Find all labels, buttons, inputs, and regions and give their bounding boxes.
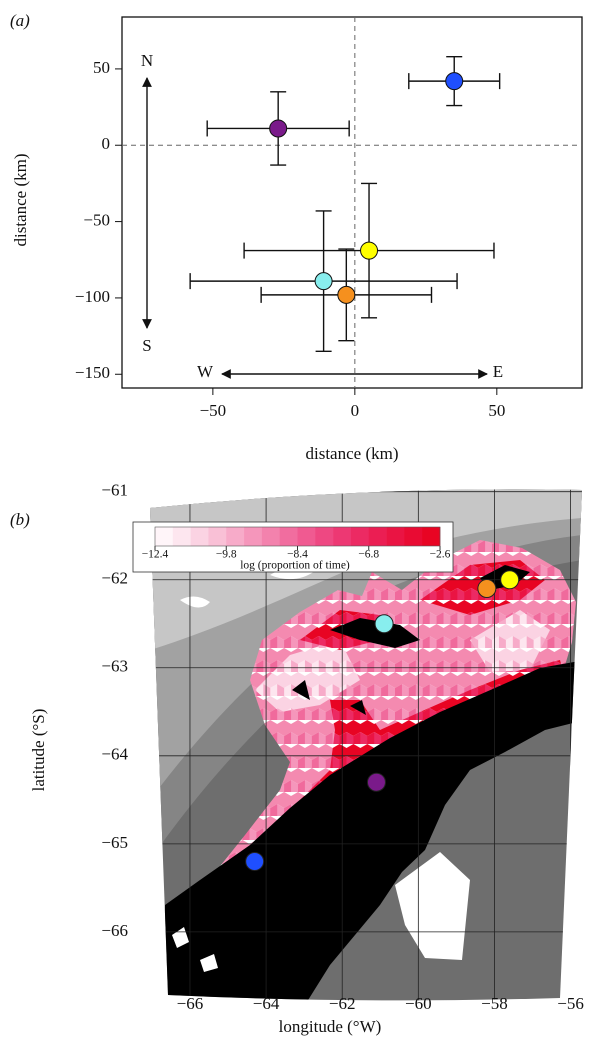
y-tick-label: −63 xyxy=(101,657,128,676)
x-axis-label: longitude (°W) xyxy=(279,1017,382,1036)
colorbar-swatch xyxy=(368,527,387,546)
compass-label: S xyxy=(142,336,151,355)
y-tick-label: −100 xyxy=(75,287,110,306)
colorbar-swatch xyxy=(422,527,441,546)
compass-label: W xyxy=(197,362,214,381)
compass-label: N xyxy=(141,51,153,70)
colorbar-swatch xyxy=(315,527,334,546)
location-point xyxy=(245,851,265,871)
x-tick-label: 50 xyxy=(488,401,505,420)
location-point xyxy=(477,579,497,599)
y-tick-label: 0 xyxy=(102,134,111,153)
x-tick-label: −50 xyxy=(200,401,227,420)
panel-b: (b) log (proportion of time) longitude (… xyxy=(10,481,584,1036)
colorbar-tick-label: −8.4 xyxy=(287,549,308,561)
point xyxy=(337,285,356,304)
colorbar-swatch xyxy=(297,527,316,546)
colorbar-swatch xyxy=(190,527,209,546)
location-point xyxy=(366,772,386,792)
y-tick-label: −65 xyxy=(101,833,128,852)
plot-frame xyxy=(121,16,583,389)
colorbar-tick-label: −9.8 xyxy=(216,549,237,561)
colorbar-swatch xyxy=(333,527,352,546)
panel-a: (a) distance (km) distance (km) −50 0 50 50… xyxy=(10,11,583,463)
colorbar-swatch xyxy=(404,527,423,546)
colorbar-swatch xyxy=(279,527,298,546)
y-tick-label: −50 xyxy=(83,210,110,229)
colorbar-tick-label: −6.8 xyxy=(358,549,379,561)
y-tick-label: −62 xyxy=(101,569,128,588)
colorbar-swatch xyxy=(172,527,191,546)
y-tick-label: −64 xyxy=(101,745,128,764)
island xyxy=(292,565,530,715)
compass-label: E xyxy=(493,362,503,381)
density-area-low xyxy=(255,610,550,712)
location-point xyxy=(500,570,520,590)
x-tick-label: −62 xyxy=(329,994,356,1013)
y-tick-label: −66 xyxy=(101,921,128,940)
point xyxy=(314,272,333,291)
x-tick-label: −56 xyxy=(557,994,584,1013)
x-tick-label: −58 xyxy=(481,994,508,1013)
panel-label: (b) xyxy=(10,510,30,529)
y-axis-label: latitude (°S) xyxy=(29,709,48,792)
location-point xyxy=(374,614,394,634)
point xyxy=(360,241,379,260)
x-tick-label: −60 xyxy=(405,994,432,1013)
colorbar-tick-label: −2.6 xyxy=(430,549,451,561)
colorbar-swatch xyxy=(226,527,245,546)
y-axis-label: distance (km) xyxy=(11,154,30,247)
colorbar-swatch xyxy=(350,527,370,546)
colorbar-swatch xyxy=(208,527,227,546)
x-tick-label: −64 xyxy=(253,994,280,1013)
colorbar-swatch xyxy=(261,527,280,546)
point xyxy=(269,119,288,138)
colorbar-tick-label: −12.4 xyxy=(142,549,169,561)
x-axis-label: distance (km) xyxy=(306,444,399,463)
point xyxy=(445,72,464,91)
colorbar-label: log (proportion of time) xyxy=(240,560,350,572)
y-tick-label: −61 xyxy=(101,481,128,500)
colorbar-swatch xyxy=(386,527,405,546)
x-tick-label: −66 xyxy=(177,994,204,1013)
y-tick-label: −150 xyxy=(75,363,110,382)
colorbar-swatch xyxy=(244,527,263,546)
ice-shelf xyxy=(172,852,470,972)
y-tick-label: 50 xyxy=(93,58,110,77)
panel-label: (a) xyxy=(10,11,30,30)
x-tick-label: 0 xyxy=(351,401,360,420)
colorbar-swatch xyxy=(155,527,174,546)
